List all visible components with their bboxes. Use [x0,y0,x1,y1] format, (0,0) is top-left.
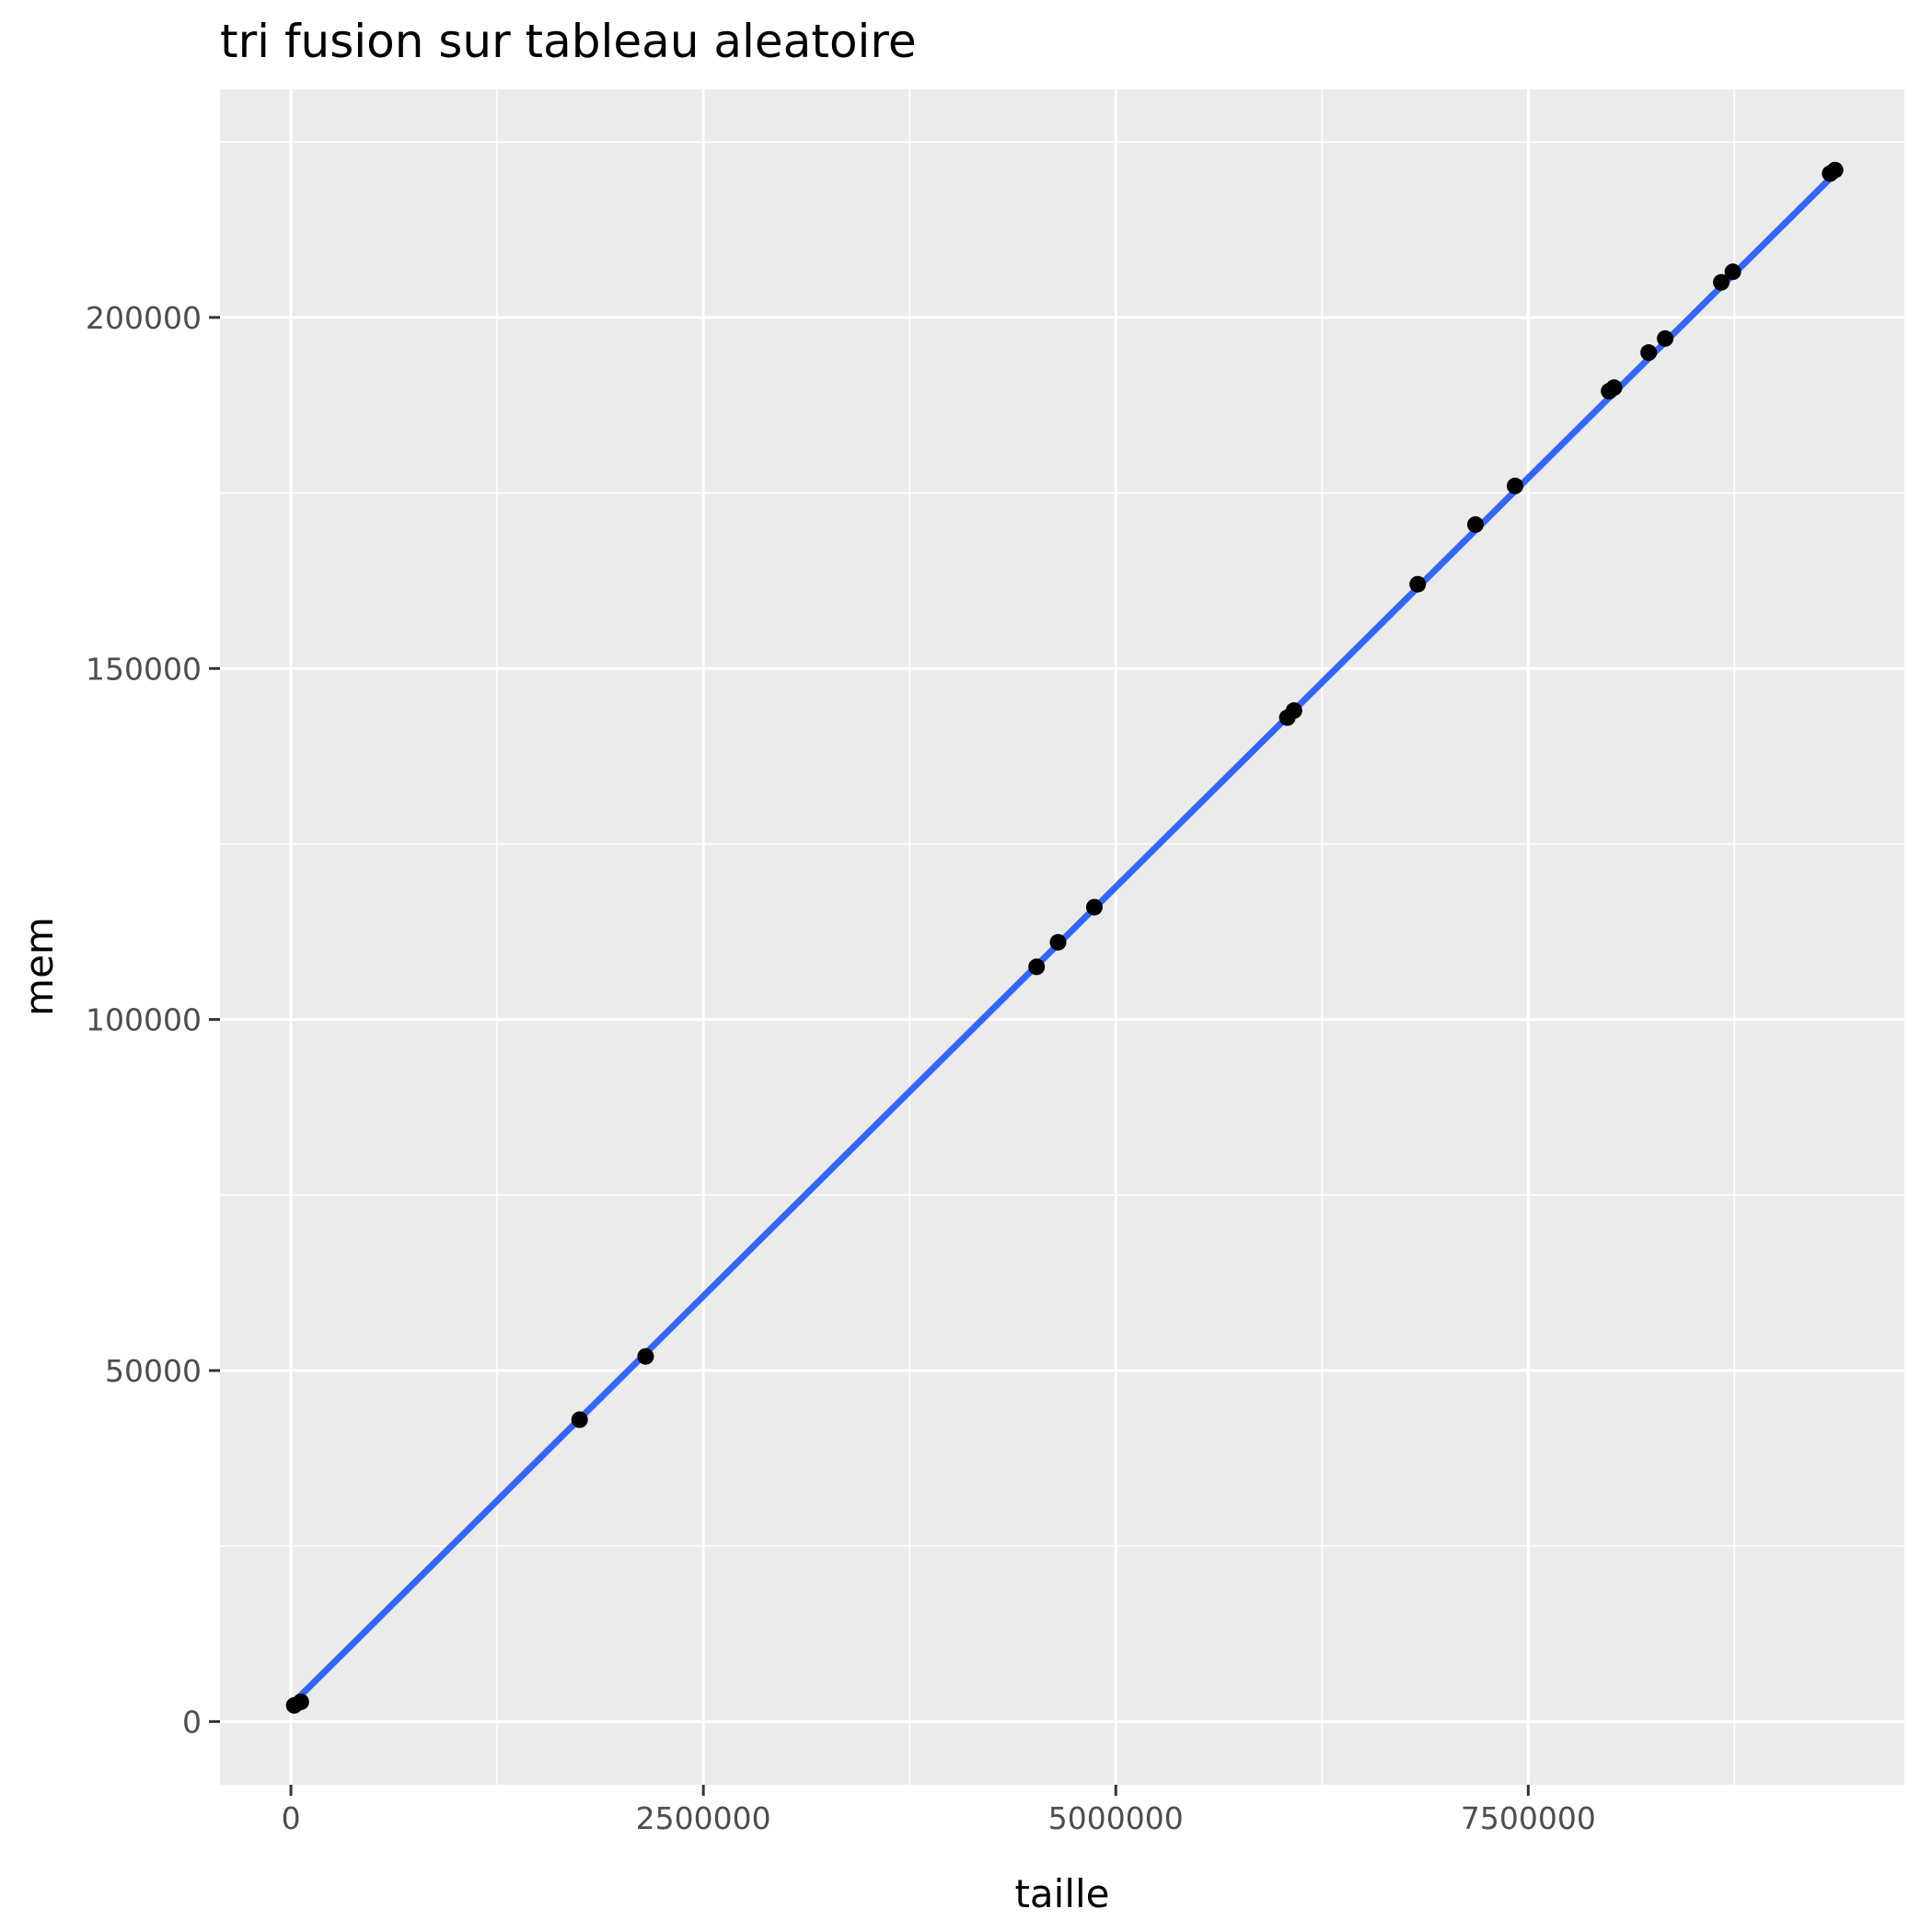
y-axis-title: mem [17,917,62,1016]
x-tick-label-1: 2500000 [636,1800,771,1836]
y-tick-label-4: 200000 [86,300,202,336]
data-point-4 [1028,958,1046,976]
x-axis: 0 2500000 5000000 7500000 [282,1785,1596,1836]
y-tick-label-1: 50000 [105,1353,202,1389]
data-point-1 [292,1693,309,1710]
x-tick-label-2: 5000000 [1048,1800,1184,1836]
data-point-2 [571,1411,588,1429]
y-tick-label-0: 0 [182,1704,202,1740]
minor-gridlines [220,89,1904,1785]
data-point-10 [1466,515,1484,533]
data-point-6 [1085,898,1103,916]
data-point-17 [1724,263,1741,281]
data-points [285,161,1844,1714]
y-tick-label-2: 100000 [86,1002,202,1038]
data-point-19 [1826,161,1844,179]
major-gridlines [220,89,1904,1785]
data-point-15 [1657,330,1674,347]
data-point-8 [1285,702,1302,720]
data-point-5 [1049,933,1067,951]
x-axis-title: taille [1014,1871,1109,1916]
y-axis: 0 50000 100000 150000 200000 [86,300,220,1740]
x-tick-label-0: 0 [282,1800,301,1836]
data-point-3 [637,1348,654,1365]
data-point-11 [1507,477,1524,494]
data-point-16 [1713,273,1730,291]
data-point-9 [1409,575,1427,593]
x-tick-label-3: 7500000 [1461,1800,1596,1836]
y-tick-label-3: 150000 [86,651,202,687]
data-point-14 [1640,344,1658,362]
chart-title: tri fusion sur tableau aleatoire [220,15,917,68]
data-point-13 [1605,379,1623,397]
